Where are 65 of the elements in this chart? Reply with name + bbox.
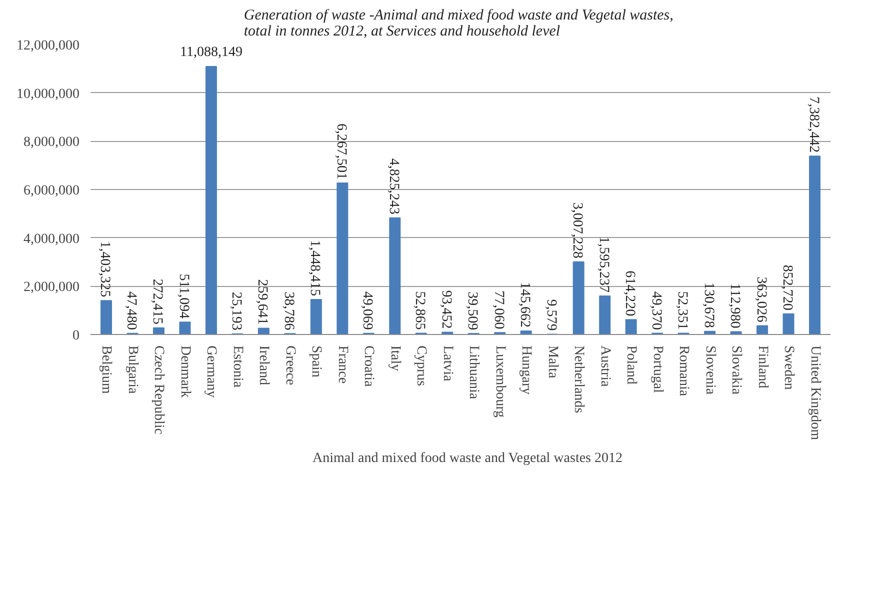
x-tick-label: Slovakia (728, 346, 744, 396)
data-label: 52,865 (412, 291, 428, 330)
x-tick-label: United Kingdom (807, 346, 822, 440)
data-label: 1,448,415 (307, 240, 322, 296)
data-label: 6,267,501 (333, 124, 348, 180)
y-tick-label: 12,000,000 (16, 38, 80, 54)
x-tick-label: Czech Republic (151, 346, 166, 435)
x-tick-label: Sweden (781, 346, 796, 390)
data-label: 130,678 (700, 282, 716, 328)
data-label: 47,480 (123, 291, 138, 330)
data-label: 1,595,237 (596, 236, 611, 292)
data-label: 52,351 (674, 291, 690, 330)
x-tick-label: Germany (204, 346, 219, 398)
x-tick-label: Estonia (230, 346, 245, 388)
data-label: 852,720 (780, 264, 795, 310)
y-tick-label: 2,000,000 (24, 280, 80, 296)
data-label: 7,382,442 (806, 96, 821, 153)
x-tick-label: Belgium (98, 346, 114, 394)
data-label: 25,193 (228, 292, 244, 330)
chart-title: Generation of waste -Animal and mixed food waste and Vegetal wastes, total in tonnes 2012, at Services and household level (244, 8, 674, 40)
x-tick-label: Denmark (177, 346, 192, 398)
data-label: 77,060 (490, 290, 506, 330)
text: Animal and mixed food waste and Vegetal wastes 2012 (312, 451, 623, 467)
data-label: 93,452 (438, 290, 454, 329)
x-tick-label: Hungary (518, 346, 534, 394)
data-label: 49,069 (360, 291, 375, 330)
x-tick-label: Poland (624, 346, 639, 384)
x-tick-label: Greece (282, 346, 298, 386)
data-label: 9,579 (543, 299, 558, 331)
x-tick-label: Bulgaria (124, 346, 140, 394)
x-tick-label: Slovenia (702, 346, 718, 396)
x-tick-label: France (334, 346, 350, 384)
data-label: 259,641 (254, 279, 270, 325)
x-tick-label: Lithuania (466, 346, 482, 400)
x-tick-label: Austria (597, 346, 612, 388)
x-tick-label: Cyprus (414, 346, 429, 386)
data-label: 363,026 (753, 276, 768, 322)
data-label: 11,088,149 (180, 45, 242, 60)
data-label: 49,370 (648, 291, 664, 330)
x-tick-label: Croatia (361, 346, 376, 388)
data-label: 511,094 (176, 274, 191, 319)
x-tick-label: Italy (387, 346, 402, 372)
y-tick-label: 10,000,000 (16, 86, 80, 102)
x-tick-label: Portugal (650, 346, 665, 394)
x-tick-label: Romania (676, 346, 692, 397)
data-label: 614,220 (622, 270, 638, 316)
x-tick-label: Netherlands (571, 346, 586, 414)
x-tick-label: Malta (544, 346, 560, 379)
x-tick-label: Latvia (440, 346, 455, 382)
data-label: 39,509 (464, 292, 480, 330)
data-label: 272,415 (150, 278, 165, 324)
y-tick-label: 4,000,000 (24, 232, 80, 247)
x-tick-label: Luxembourg (492, 346, 508, 418)
x-tick-label: Finland (754, 346, 770, 388)
data-label: 3,007,228 (570, 202, 585, 258)
x-tick-label: Spain (308, 346, 324, 378)
data-label: 4,825,243 (386, 158, 401, 214)
y-tick-label: 8,000,000 (24, 135, 80, 150)
x-tick-label: Ireland (256, 346, 272, 386)
y-tick-label: 0 (72, 328, 80, 344)
y-tick-label: 6,000,000 (24, 184, 80, 198)
data-label: 145,662 (517, 282, 532, 328)
data-label: 1,403,325 (97, 241, 112, 298)
data-label: 38,786 (280, 292, 296, 330)
data-label: 112,980 (727, 283, 742, 328)
